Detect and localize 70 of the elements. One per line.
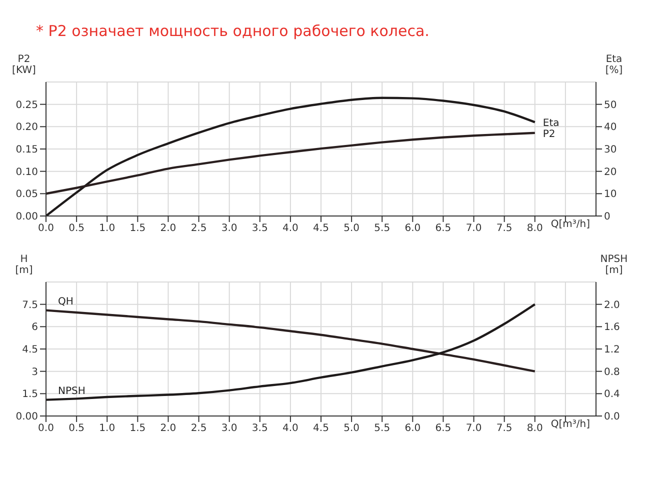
x-tick-label: 4.0 [282, 223, 298, 234]
y-tick-label: 0.20 [16, 122, 38, 134]
x-tick-label: 4.5 [313, 423, 329, 434]
x-tick-label: 2.0 [160, 223, 176, 234]
y-tick-label: 1.5 [22, 389, 38, 400]
y2-tick-label: 2.0 [604, 300, 620, 311]
y-tick-label: 7.5 [22, 300, 38, 311]
y-tick-label: 4.5 [22, 344, 38, 356]
x-tick-label: 1.5 [130, 223, 146, 234]
y-tick-label: 0.10 [16, 166, 38, 178]
series-label: NPSH [58, 386, 86, 397]
y2-tick-label: 30 [604, 144, 617, 156]
x-tick-label: 4.0 [282, 423, 298, 434]
x-tick-label: 2.5 [190, 223, 207, 234]
y-axis-title: H [m] [15, 254, 33, 276]
y2-tick-label: 0.8 [604, 366, 620, 378]
x-tick-label: 6.0 [404, 423, 421, 434]
x-tick-label: 6.5 [435, 223, 452, 234]
y2-tick-label: 50 [604, 100, 617, 111]
x-tick-label: 5.5 [374, 223, 390, 234]
x-tick-label: 1.5 [130, 423, 146, 434]
x-tick-label: 7.0 [466, 223, 482, 234]
x-tick-label: 6.5 [435, 423, 452, 434]
y-axis-title: P2 [KW] [12, 54, 36, 76]
x-tick-label: 0.0 [38, 423, 54, 434]
y2-tick-label: 0 [604, 212, 610, 223]
x-tick-label: 5.0 [344, 223, 360, 234]
y2-tick-label: 10 [604, 189, 617, 200]
y-tick-label: 0.05 [16, 189, 38, 200]
y2-tick-label: 20 [604, 166, 617, 178]
y2-tick-label: 0.0 [604, 412, 620, 423]
x-axis-title: Q[m³/h] [550, 419, 590, 430]
line-series [46, 96, 536, 216]
y2-tick-label: 1.6 [604, 322, 620, 334]
x-tick-label: 6.0 [404, 223, 421, 234]
x-tick-label: 3.5 [252, 223, 268, 234]
y-tick-label: 0.00 [16, 412, 38, 423]
y2-tick-label: 1.2 [604, 344, 620, 356]
x-tick-label: 0.5 [68, 223, 85, 234]
x-tick-label: 3.0 [221, 223, 238, 234]
x-tick-label: 5.0 [344, 423, 360, 434]
y2-tick-label: 40 [604, 122, 617, 134]
x-tick-label: 0.5 [68, 423, 85, 434]
series-label: QH [58, 296, 74, 308]
x-tick-label: 1.0 [99, 423, 116, 434]
x-tick-label: 3.5 [252, 423, 268, 434]
x-tick-label: 8.0 [526, 423, 543, 434]
x-tick-label: 5.5 [374, 423, 390, 434]
x-tick-label: 7.5 [496, 423, 512, 434]
y2-tick-label: 0.4 [604, 389, 620, 400]
x-tick-label: 1.0 [99, 223, 116, 234]
y-tick-label: 0.15 [16, 144, 38, 156]
x-tick-label: 7.0 [466, 423, 482, 434]
series-label: P2 [542, 128, 556, 140]
series-label: Eta [542, 118, 560, 130]
y2-axis-title: Eta [%] [605, 54, 623, 76]
y-tick-label: 3 [32, 366, 38, 378]
y2-axis-title: NPSH [m] [600, 254, 628, 276]
chart-title: * P2 означает мощность одного рабочего колеса. [35, 21, 430, 42]
y-tick-label: 0.00 [16, 212, 38, 223]
x-tick-label: 7.5 [496, 223, 512, 234]
y-tick-label: 0.25 [16, 100, 38, 111]
x-tick-label: 4.5 [313, 223, 329, 234]
x-tick-label: 2.5 [190, 423, 207, 434]
x-tick-label: 3.0 [221, 423, 238, 434]
y-tick-label: 6 [32, 322, 38, 334]
x-tick-label: 0.0 [38, 223, 54, 234]
x-tick-label: 8.0 [526, 223, 543, 234]
x-tick-label: 2.0 [160, 423, 176, 434]
x-axis-title: Q[m³/h] [550, 219, 590, 230]
